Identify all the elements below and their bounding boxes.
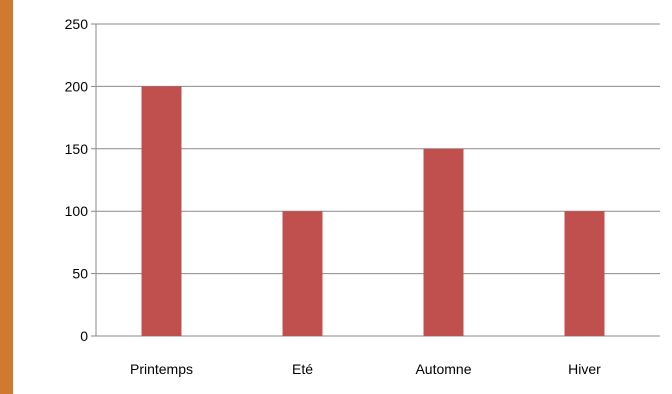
x-tick-labels: Printemps Eté Automne Hiver — [130, 361, 601, 377]
grid-lines — [91, 23, 660, 337]
bars — [141, 86, 605, 337]
bar-eté — [282, 211, 323, 336]
y-tick-label-50: 50 — [72, 266, 88, 282]
y-tick-label-250: 250 — [65, 16, 89, 32]
chart-frame — [13, 0, 672, 394]
y-tick-label-200: 200 — [65, 78, 89, 94]
y-tick-labels: 0 50 100 150 200 250 — [65, 16, 89, 344]
y-tick-label-150: 150 — [65, 141, 89, 157]
x-tick-label-hiver: Hiver — [568, 361, 601, 377]
bar-hiver — [564, 211, 605, 336]
x-tick-label-eté: Eté — [292, 361, 313, 377]
bar-automne — [423, 148, 464, 336]
x-tick-label-printemps: Printemps — [130, 361, 193, 377]
bar-printemps — [141, 86, 182, 337]
y-tick-label-100: 100 — [65, 203, 89, 219]
y-tick-label-0: 0 — [80, 328, 88, 344]
x-tick-label-automne: Automne — [415, 361, 471, 377]
